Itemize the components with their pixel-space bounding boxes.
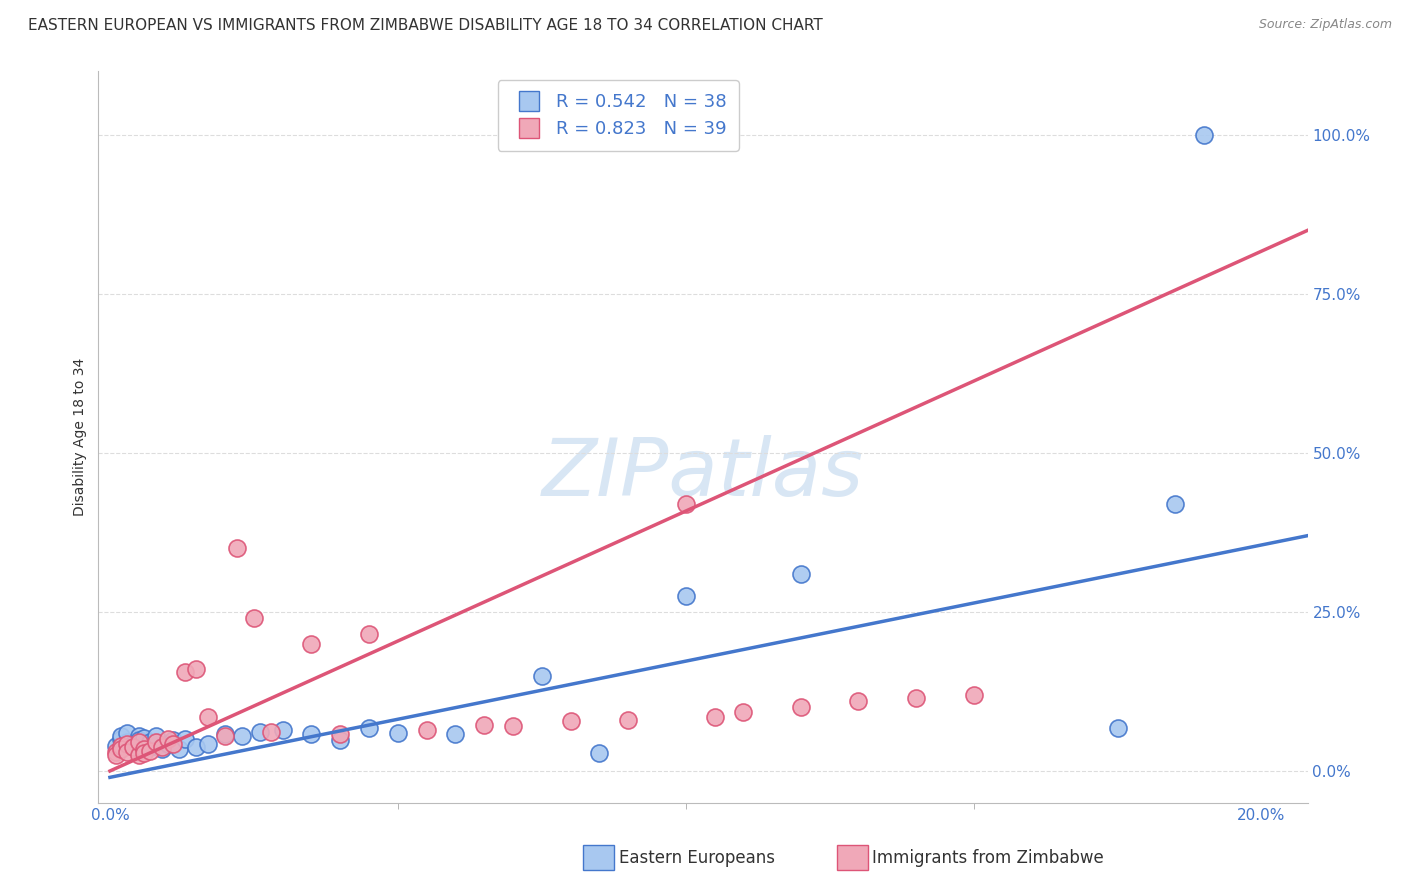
Y-axis label: Disability Age 18 to 34: Disability Age 18 to 34 <box>73 358 87 516</box>
Point <box>733 706 755 720</box>
Point <box>186 662 208 676</box>
Point <box>167 741 190 756</box>
Point <box>1107 721 1129 735</box>
Point <box>357 627 380 641</box>
Point <box>156 732 179 747</box>
Point <box>472 718 495 732</box>
Point <box>703 710 725 724</box>
Point <box>134 746 156 760</box>
Point <box>329 733 352 747</box>
Point <box>122 739 145 754</box>
Legend: R = 0.542   N = 38, R = 0.823   N = 39: R = 0.542 N = 38, R = 0.823 N = 39 <box>498 80 740 151</box>
Point <box>173 665 195 680</box>
Point <box>1164 497 1187 511</box>
Point <box>231 729 253 743</box>
Point <box>249 724 271 739</box>
Point <box>122 737 145 751</box>
Point <box>301 637 323 651</box>
Point <box>225 541 247 556</box>
Point <box>560 714 582 729</box>
Text: Immigrants from Zimbabwe: Immigrants from Zimbabwe <box>872 849 1104 867</box>
Point <box>645 128 668 142</box>
Point <box>122 739 145 754</box>
Point <box>329 727 352 741</box>
Point <box>962 688 984 702</box>
Point <box>104 745 127 759</box>
Point <box>115 745 138 759</box>
Point <box>110 741 132 756</box>
Point <box>145 735 167 749</box>
Text: ZIPatlas: ZIPatlas <box>541 434 865 513</box>
Point <box>1192 128 1215 142</box>
Point <box>214 727 236 741</box>
Point <box>502 719 524 733</box>
Point <box>588 746 610 760</box>
Point <box>110 732 132 747</box>
Point <box>173 732 195 747</box>
Point <box>260 724 283 739</box>
Point <box>115 737 138 751</box>
Point <box>617 713 640 727</box>
Point <box>197 737 219 751</box>
Point <box>128 729 150 743</box>
Point <box>387 726 409 740</box>
Point <box>115 735 138 749</box>
Point <box>415 723 437 737</box>
Point <box>243 611 266 625</box>
Point <box>150 739 173 754</box>
Text: EASTERN EUROPEAN VS IMMIGRANTS FROM ZIMBABWE DISABILITY AGE 18 TO 34 CORRELATION: EASTERN EUROPEAN VS IMMIGRANTS FROM ZIMB… <box>28 18 823 33</box>
Point <box>905 690 928 705</box>
Point <box>790 566 813 581</box>
Point <box>162 733 184 747</box>
Point <box>115 726 138 740</box>
Point <box>301 727 323 741</box>
Point <box>675 497 697 511</box>
Point <box>134 737 156 751</box>
Point <box>139 744 162 758</box>
Point <box>156 737 179 751</box>
Text: Source: ZipAtlas.com: Source: ZipAtlas.com <box>1258 18 1392 31</box>
Point <box>104 739 127 753</box>
Point <box>197 710 219 724</box>
Point <box>848 694 870 708</box>
Point <box>145 739 167 753</box>
Point <box>675 589 697 603</box>
Point <box>186 739 208 754</box>
Point <box>145 729 167 743</box>
Point <box>162 737 184 751</box>
Point <box>271 723 294 737</box>
Point <box>139 739 162 754</box>
Point <box>357 721 380 735</box>
Point <box>128 733 150 747</box>
Point <box>150 741 173 756</box>
Point <box>134 741 156 756</box>
Point <box>128 748 150 763</box>
Point <box>530 668 553 682</box>
Point <box>110 729 132 743</box>
Point <box>110 739 132 753</box>
Point <box>790 700 813 714</box>
Point <box>104 748 127 763</box>
Text: Eastern Europeans: Eastern Europeans <box>619 849 775 867</box>
Point <box>134 731 156 745</box>
Point <box>444 727 467 741</box>
Point <box>128 735 150 749</box>
Point <box>139 735 162 749</box>
Point <box>214 729 236 743</box>
